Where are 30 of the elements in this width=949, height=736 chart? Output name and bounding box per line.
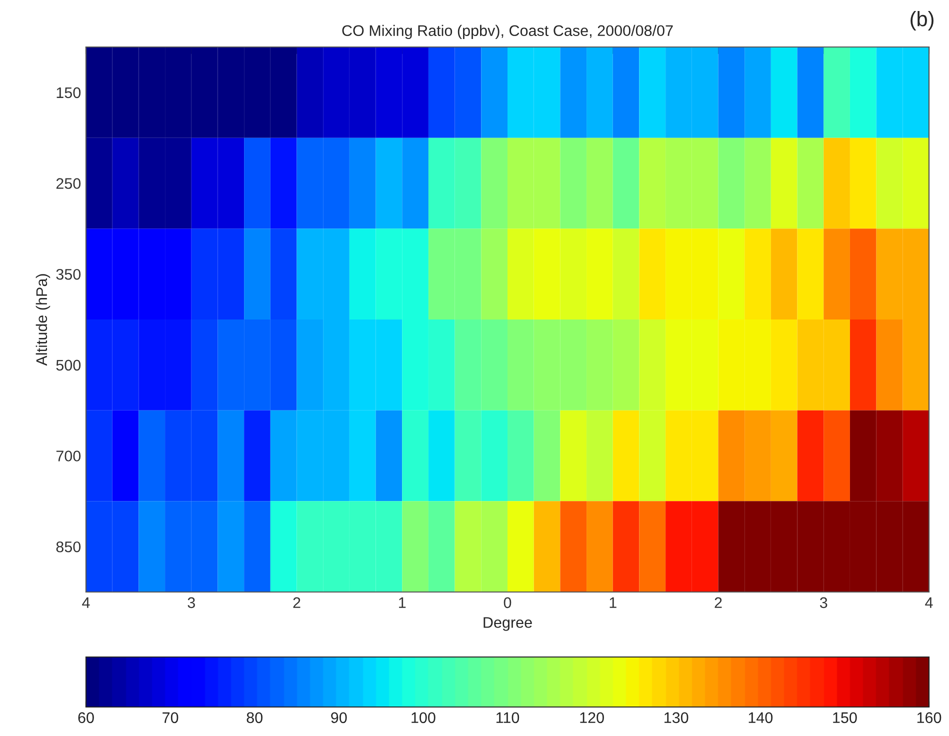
y-tick-label: 150 bbox=[56, 87, 81, 98]
x-tick-label: 1 bbox=[399, 597, 406, 608]
color-bar-label: 130 bbox=[664, 712, 688, 724]
x-tick-label: 2 bbox=[714, 597, 722, 608]
color-bar-label: 150 bbox=[833, 712, 857, 724]
y-tick-label: 350 bbox=[56, 268, 81, 280]
x-tick-label: 3 bbox=[188, 597, 195, 608]
color-bar-label: 100 bbox=[412, 712, 436, 724]
y-tick-label: 700 bbox=[56, 450, 81, 462]
color-bar-label: 90 bbox=[331, 712, 347, 724]
x-tick-label: 4 bbox=[82, 597, 90, 608]
color-bar-label: 120 bbox=[580, 712, 604, 724]
x-axis-title: Degree bbox=[484, 617, 532, 631]
text: (b) bbox=[910, 11, 934, 30]
color-bar-label: 140 bbox=[748, 712, 773, 724]
chart-title: CO Mixing Ratio (ppbv), Coast Case, 2000/08/07 bbox=[342, 24, 673, 40]
y-tick-label: 500 bbox=[56, 360, 81, 371]
y-tick-label: 250 bbox=[56, 178, 81, 189]
x-tick-label: 1 bbox=[610, 597, 616, 608]
color-bar-label: 60 bbox=[78, 712, 94, 724]
x-tick-label: 0 bbox=[504, 597, 512, 608]
color-bar-label: 70 bbox=[162, 712, 178, 724]
x-tick-label: 3 bbox=[820, 597, 828, 608]
color-bar-label: 160 bbox=[917, 712, 942, 724]
x-tick-label: 2 bbox=[293, 597, 300, 608]
color-bar-label: 110 bbox=[496, 712, 520, 724]
color-bar-label: 80 bbox=[246, 712, 262, 724]
y-axis-title: Altitude (hPa) bbox=[36, 274, 50, 366]
x-tick-label: 4 bbox=[925, 597, 933, 608]
y-tick-label: 850 bbox=[56, 541, 81, 552]
